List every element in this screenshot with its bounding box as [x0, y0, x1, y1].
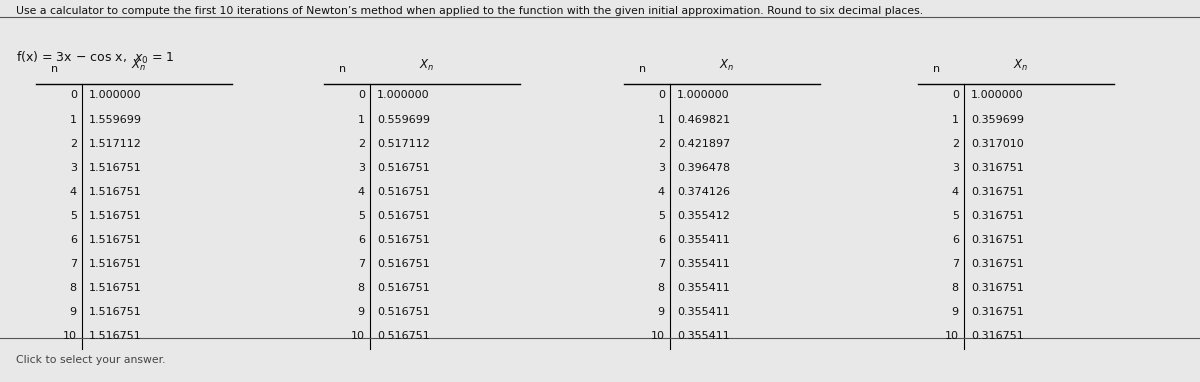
- Text: 0: 0: [658, 91, 665, 100]
- Text: 1.516751: 1.516751: [89, 307, 142, 317]
- Text: n: n: [338, 65, 346, 74]
- Text: 0.421897: 0.421897: [677, 139, 730, 149]
- Text: 1.516751: 1.516751: [89, 211, 142, 221]
- Text: 0.516751: 0.516751: [377, 259, 430, 269]
- Text: 0.316751: 0.316751: [971, 331, 1024, 341]
- Text: 10: 10: [62, 331, 77, 341]
- Text: 6: 6: [658, 235, 665, 245]
- Text: 0.355412: 0.355412: [677, 211, 730, 221]
- Text: 0.316751: 0.316751: [971, 163, 1024, 173]
- Text: 8: 8: [70, 283, 77, 293]
- Text: $X_n$: $X_n$: [719, 58, 734, 73]
- Text: 7: 7: [952, 259, 959, 269]
- Text: 10: 10: [944, 331, 959, 341]
- Text: 6: 6: [70, 235, 77, 245]
- Text: 2: 2: [358, 139, 365, 149]
- Text: 1.559699: 1.559699: [89, 115, 142, 125]
- Text: 9: 9: [358, 307, 365, 317]
- Text: 0.516751: 0.516751: [377, 187, 430, 197]
- Text: 3: 3: [358, 163, 365, 173]
- Text: 3: 3: [952, 163, 959, 173]
- Text: 0.355411: 0.355411: [677, 235, 730, 245]
- Text: 9: 9: [70, 307, 77, 317]
- Text: 0.517112: 0.517112: [377, 139, 430, 149]
- Text: 10: 10: [650, 331, 665, 341]
- Text: 1: 1: [358, 115, 365, 125]
- Text: 1.516751: 1.516751: [89, 235, 142, 245]
- Text: 4: 4: [658, 187, 665, 197]
- Text: 0: 0: [358, 91, 365, 100]
- Text: 1.517112: 1.517112: [89, 139, 142, 149]
- Text: 0.317010: 0.317010: [971, 139, 1024, 149]
- Text: 0.374126: 0.374126: [677, 187, 730, 197]
- Text: 0.396478: 0.396478: [677, 163, 730, 173]
- Text: 1.516751: 1.516751: [89, 259, 142, 269]
- Text: Use a calculator to compute the first 10 iterations of Newton’s method when appl: Use a calculator to compute the first 10…: [16, 6, 923, 16]
- Text: Click to select your answer.: Click to select your answer.: [16, 355, 166, 365]
- Text: n: n: [50, 65, 58, 74]
- Text: 0.516751: 0.516751: [377, 163, 430, 173]
- Text: 0.355411: 0.355411: [677, 307, 730, 317]
- Text: 1: 1: [70, 115, 77, 125]
- Text: 6: 6: [358, 235, 365, 245]
- Text: 0.316751: 0.316751: [971, 259, 1024, 269]
- Text: n: n: [932, 65, 940, 74]
- Text: 8: 8: [952, 283, 959, 293]
- Text: $X_n$: $X_n$: [419, 58, 434, 73]
- Text: 0.355411: 0.355411: [677, 259, 730, 269]
- Text: 9: 9: [658, 307, 665, 317]
- Text: 4: 4: [70, 187, 77, 197]
- Text: 0.355411: 0.355411: [677, 283, 730, 293]
- Text: 0.316751: 0.316751: [971, 187, 1024, 197]
- Text: 1.000000: 1.000000: [971, 91, 1024, 100]
- Text: 0.516751: 0.516751: [377, 331, 430, 341]
- Text: $X_n$: $X_n$: [131, 58, 146, 73]
- Text: 1.516751: 1.516751: [89, 187, 142, 197]
- Text: 0.516751: 0.516751: [377, 283, 430, 293]
- Text: 0.516751: 0.516751: [377, 235, 430, 245]
- Text: 1.000000: 1.000000: [677, 91, 730, 100]
- Text: 8: 8: [658, 283, 665, 293]
- Text: 3: 3: [658, 163, 665, 173]
- Text: 7: 7: [358, 259, 365, 269]
- Text: 1: 1: [952, 115, 959, 125]
- Text: 1.000000: 1.000000: [377, 91, 430, 100]
- Text: 8: 8: [358, 283, 365, 293]
- Text: 4: 4: [952, 187, 959, 197]
- Text: n: n: [638, 65, 646, 74]
- Text: f(x) = 3x $-$ cos x,  $x_0$ = 1: f(x) = 3x $-$ cos x, $x_0$ = 1: [16, 50, 174, 66]
- Text: 6: 6: [952, 235, 959, 245]
- Text: 1.000000: 1.000000: [89, 91, 142, 100]
- Text: 1: 1: [658, 115, 665, 125]
- Text: 0.316751: 0.316751: [971, 211, 1024, 221]
- Text: 5: 5: [358, 211, 365, 221]
- Text: 0.559699: 0.559699: [377, 115, 430, 125]
- Text: 0.516751: 0.516751: [377, 211, 430, 221]
- Text: $X_n$: $X_n$: [1013, 58, 1028, 73]
- Text: 10: 10: [350, 331, 365, 341]
- Text: 1.516751: 1.516751: [89, 163, 142, 173]
- Text: 4: 4: [358, 187, 365, 197]
- Text: 1.516751: 1.516751: [89, 283, 142, 293]
- Text: 7: 7: [70, 259, 77, 269]
- Text: 0: 0: [952, 91, 959, 100]
- Text: 0.469821: 0.469821: [677, 115, 730, 125]
- Text: 0: 0: [70, 91, 77, 100]
- Text: 0.355411: 0.355411: [677, 331, 730, 341]
- Text: 9: 9: [952, 307, 959, 317]
- Text: 5: 5: [658, 211, 665, 221]
- Text: 0.316751: 0.316751: [971, 235, 1024, 245]
- Text: 2: 2: [658, 139, 665, 149]
- Text: 1.516751: 1.516751: [89, 331, 142, 341]
- Text: 0.359699: 0.359699: [971, 115, 1024, 125]
- Text: 0.316751: 0.316751: [971, 307, 1024, 317]
- Text: 3: 3: [70, 163, 77, 173]
- Text: 0.316751: 0.316751: [971, 283, 1024, 293]
- Text: 5: 5: [952, 211, 959, 221]
- Text: 2: 2: [952, 139, 959, 149]
- Text: 0.516751: 0.516751: [377, 307, 430, 317]
- Text: 7: 7: [658, 259, 665, 269]
- Text: 5: 5: [70, 211, 77, 221]
- Text: 2: 2: [70, 139, 77, 149]
